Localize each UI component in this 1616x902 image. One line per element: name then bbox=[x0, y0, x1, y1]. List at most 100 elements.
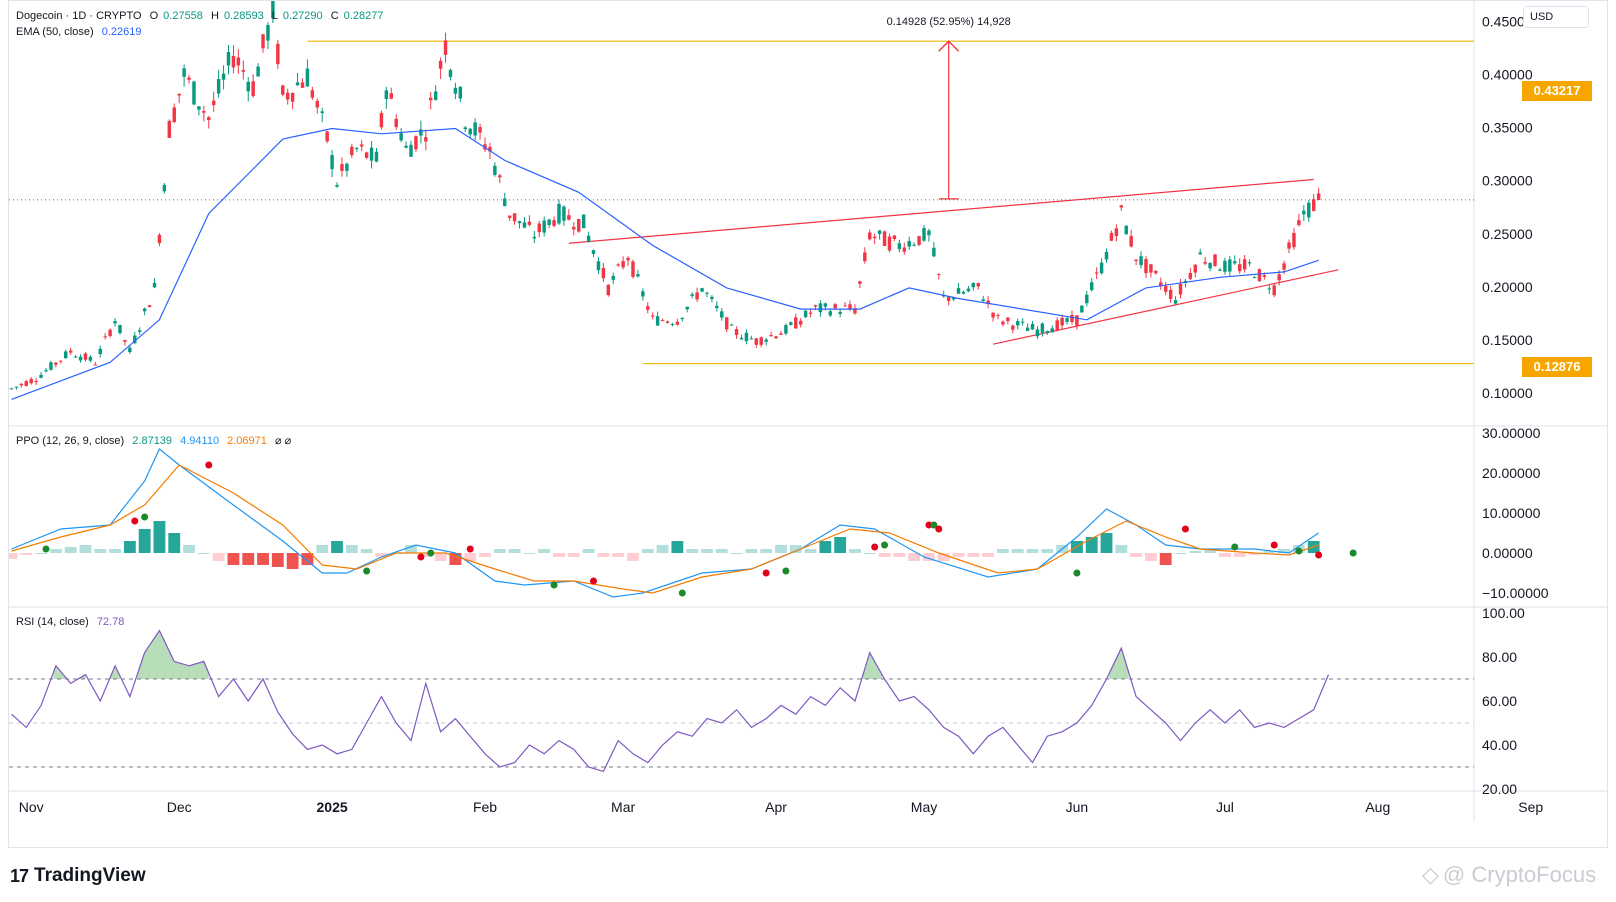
candle[interactable] bbox=[794, 317, 798, 329]
candle[interactable] bbox=[113, 321, 117, 324]
candle[interactable] bbox=[779, 333, 783, 335]
candle[interactable] bbox=[912, 244, 916, 246]
candle[interactable] bbox=[414, 136, 418, 150]
candle[interactable] bbox=[1006, 317, 1010, 322]
candle[interactable] bbox=[389, 93, 394, 99]
candle[interactable] bbox=[626, 257, 630, 261]
candle[interactable] bbox=[685, 306, 689, 310]
candle[interactable] bbox=[522, 222, 527, 228]
candle[interactable] bbox=[705, 292, 709, 294]
candle[interactable] bbox=[152, 282, 157, 288]
candle[interactable] bbox=[1173, 300, 1178, 304]
candle[interactable] bbox=[1159, 282, 1163, 287]
candle[interactable] bbox=[576, 218, 581, 232]
candle[interactable] bbox=[429, 97, 433, 101]
candle[interactable] bbox=[458, 86, 463, 99]
candle[interactable] bbox=[715, 305, 719, 309]
candle[interactable] bbox=[468, 128, 472, 135]
candle[interactable] bbox=[157, 234, 162, 244]
ppo-label[interactable]: PPO (12, 26, 9, close) bbox=[16, 435, 125, 447]
candle[interactable] bbox=[256, 66, 260, 77]
candle[interactable] bbox=[369, 147, 374, 161]
candle[interactable] bbox=[1094, 272, 1099, 274]
candle[interactable] bbox=[276, 43, 280, 65]
candle[interactable] bbox=[1104, 251, 1109, 260]
candle[interactable] bbox=[147, 305, 152, 308]
candle[interactable] bbox=[729, 324, 734, 326]
candle[interactable] bbox=[1050, 328, 1054, 333]
candle[interactable] bbox=[1080, 305, 1084, 313]
candle[interactable] bbox=[433, 91, 438, 100]
candle[interactable] bbox=[1075, 315, 1079, 326]
candle[interactable] bbox=[981, 299, 985, 302]
candle[interactable] bbox=[1311, 199, 1316, 212]
candle[interactable] bbox=[54, 362, 58, 365]
candle[interactable] bbox=[641, 291, 645, 297]
candle[interactable] bbox=[690, 294, 694, 296]
candle[interactable] bbox=[872, 236, 877, 239]
candle[interactable] bbox=[172, 107, 176, 123]
lower-trendline[interactable] bbox=[992, 269, 1339, 345]
candle[interactable] bbox=[650, 315, 655, 317]
symbol-title[interactable]: Dogecoin · 1D · CRYPTO bbox=[16, 10, 142, 22]
candle[interactable] bbox=[374, 151, 379, 162]
candle[interactable] bbox=[34, 380, 38, 383]
candle[interactable] bbox=[24, 381, 28, 386]
candle[interactable] bbox=[1193, 264, 1198, 273]
candle[interactable] bbox=[700, 288, 704, 292]
candle[interactable] bbox=[932, 247, 936, 257]
candle[interactable] bbox=[887, 236, 892, 251]
candle[interactable] bbox=[813, 305, 818, 307]
candle[interactable] bbox=[424, 137, 428, 142]
candle[interactable] bbox=[670, 323, 675, 325]
candle[interactable] bbox=[902, 247, 907, 252]
candle[interactable] bbox=[493, 165, 497, 175]
candle[interactable] bbox=[1267, 288, 1272, 290]
rsi-pane[interactable] bbox=[9, 629, 1474, 773]
candle[interactable] bbox=[73, 356, 78, 358]
candle[interactable] bbox=[749, 338, 754, 340]
candle[interactable] bbox=[39, 374, 43, 378]
candle[interactable] bbox=[1203, 261, 1207, 264]
candle[interactable] bbox=[300, 82, 305, 88]
candle[interactable] bbox=[128, 347, 132, 353]
candle[interactable] bbox=[216, 79, 221, 94]
ppo-pane[interactable] bbox=[5, 448, 1357, 598]
candle[interactable] bbox=[211, 100, 216, 106]
candle[interactable] bbox=[162, 184, 167, 192]
candle[interactable] bbox=[1178, 283, 1183, 295]
candle[interactable] bbox=[1237, 264, 1242, 272]
candle[interactable] bbox=[532, 236, 537, 239]
candle[interactable] bbox=[1109, 232, 1114, 241]
candle[interactable] bbox=[1154, 270, 1158, 274]
candle[interactable] bbox=[507, 215, 512, 218]
candle[interactable] bbox=[621, 261, 625, 268]
candle[interactable] bbox=[527, 221, 532, 225]
candle[interactable] bbox=[1242, 259, 1247, 270]
candle[interactable] bbox=[1085, 294, 1089, 304]
candle[interactable] bbox=[636, 274, 640, 277]
candle[interactable] bbox=[877, 230, 882, 235]
candle[interactable] bbox=[182, 68, 186, 77]
candle[interactable] bbox=[330, 155, 334, 170]
candle[interactable] bbox=[966, 288, 971, 292]
candle[interactable] bbox=[917, 236, 921, 245]
candle[interactable] bbox=[1168, 289, 1173, 299]
candle[interactable] bbox=[868, 232, 872, 240]
candle[interactable] bbox=[355, 148, 359, 150]
candle[interactable] bbox=[1020, 321, 1025, 323]
candle[interactable] bbox=[345, 163, 349, 171]
candle[interactable] bbox=[823, 303, 828, 307]
candle[interactable] bbox=[409, 144, 413, 157]
candle[interactable] bbox=[438, 60, 443, 69]
ema-label[interactable]: EMA (50, close) bbox=[16, 26, 94, 38]
candle[interactable] bbox=[419, 129, 423, 136]
candle[interactable] bbox=[1089, 282, 1094, 291]
candle[interactable] bbox=[1129, 236, 1133, 247]
candle[interactable] bbox=[1223, 260, 1227, 272]
candle[interactable] bbox=[453, 87, 458, 94]
candle[interactable] bbox=[310, 90, 315, 98]
currency-selector[interactable]: USD bbox=[1523, 6, 1589, 28]
candle[interactable] bbox=[9, 388, 14, 390]
candle[interactable] bbox=[695, 292, 699, 300]
